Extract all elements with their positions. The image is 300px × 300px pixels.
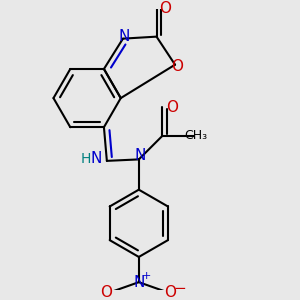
Text: O: O xyxy=(167,100,178,115)
Text: N: N xyxy=(134,148,146,164)
Text: N: N xyxy=(90,151,101,166)
Text: N: N xyxy=(133,275,145,290)
Text: −: − xyxy=(173,281,186,296)
Text: O: O xyxy=(100,285,112,300)
Text: CH₃: CH₃ xyxy=(184,129,207,142)
Text: +: + xyxy=(141,271,151,281)
Text: O: O xyxy=(171,59,183,74)
Text: N: N xyxy=(119,29,130,44)
Text: H: H xyxy=(81,152,91,166)
Text: O: O xyxy=(159,1,171,16)
Text: O: O xyxy=(164,285,176,300)
